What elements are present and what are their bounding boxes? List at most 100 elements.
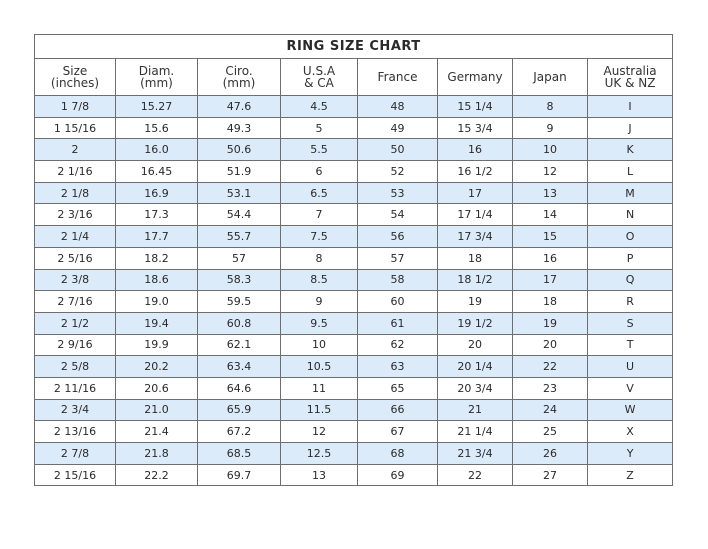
table-row: 2 16.0 50.6 5.5 50 16 10 K bbox=[34, 138, 674, 162]
cell-diameter-mm: 16.0 bbox=[115, 138, 198, 162]
cell-germany: 21 1/4 bbox=[437, 420, 513, 443]
table-row: 2 3/4 21.0 65.9 11.5 66 21 24 W bbox=[34, 398, 674, 422]
cell-usa-ca: 9.5 bbox=[280, 311, 358, 335]
cell-germany: 19 1/2 bbox=[437, 311, 513, 335]
table-row: 2 7/16 19.0 59.5 9 60 19 18 R bbox=[34, 290, 674, 313]
column-header-diameter-mm: Diam. (mm) bbox=[115, 58, 198, 96]
cell-japan: 18 bbox=[512, 290, 588, 313]
cell-size-inches: 2 1/4 bbox=[34, 225, 116, 248]
cell-usa-ca: 6 bbox=[280, 160, 358, 183]
cell-japan: 22 bbox=[512, 355, 588, 378]
cell-japan: 26 bbox=[512, 442, 588, 465]
column-header-japan: Japan bbox=[512, 58, 588, 96]
cell-circumference-mm: 59.5 bbox=[197, 290, 281, 313]
cell-germany: 20 bbox=[437, 333, 513, 357]
cell-circumference-mm: 53.1 bbox=[197, 181, 281, 205]
cell-diameter-mm: 16.45 bbox=[115, 160, 198, 183]
table-row: 1 7/8 15.27 47.6 4.5 48 15 1/4 8 I bbox=[34, 95, 674, 118]
cell-australia-uk-nz: R bbox=[586, 290, 674, 313]
cell-diameter-mm: 16.9 bbox=[115, 181, 198, 205]
cell-australia-uk-nz: P bbox=[586, 246, 674, 270]
cell-germany: 15 3/4 bbox=[437, 116, 513, 140]
cell-usa-ca: 9 bbox=[280, 290, 358, 313]
cell-france: 58 bbox=[357, 268, 438, 292]
cell-size-inches: 2 5/8 bbox=[34, 355, 116, 378]
cell-diameter-mm: 22.2 bbox=[115, 463, 198, 487]
cell-size-inches: 2 bbox=[34, 138, 116, 162]
cell-france: 66 bbox=[357, 398, 438, 422]
cell-circumference-mm: 57 bbox=[197, 246, 281, 270]
cell-france: 61 bbox=[357, 311, 438, 335]
cell-japan: 9 bbox=[512, 116, 588, 140]
cell-germany: 20 3/4 bbox=[437, 376, 513, 400]
cell-circumference-mm: 49.3 bbox=[197, 116, 281, 140]
cell-australia-uk-nz: W bbox=[586, 398, 674, 422]
cell-diameter-mm: 17.7 bbox=[115, 225, 198, 248]
cell-diameter-mm: 18.6 bbox=[115, 268, 198, 292]
table-row: 2 3/8 18.6 58.3 8.5 58 18 1/2 17 Q bbox=[34, 268, 674, 292]
cell-size-inches: 1 15/16 bbox=[34, 116, 116, 140]
cell-australia-uk-nz: J bbox=[586, 116, 674, 140]
cell-size-inches: 2 3/4 bbox=[34, 398, 116, 422]
cell-australia-uk-nz: Q bbox=[586, 268, 674, 292]
cell-australia-uk-nz: L bbox=[586, 160, 674, 183]
cell-circumference-mm: 63.4 bbox=[197, 355, 281, 378]
cell-diameter-mm: 19.0 bbox=[115, 290, 198, 313]
cell-usa-ca: 8.5 bbox=[280, 268, 358, 292]
column-header-usa-ca: U.S.A & CA bbox=[280, 58, 358, 96]
table-row: 1 15/16 15.6 49.3 5 49 15 3/4 9 J bbox=[34, 116, 674, 140]
cell-usa-ca: 12 bbox=[280, 420, 358, 443]
cell-circumference-mm: 58.3 bbox=[197, 268, 281, 292]
cell-usa-ca: 7.5 bbox=[280, 225, 358, 248]
cell-japan: 27 bbox=[512, 463, 588, 487]
cell-size-inches: 2 1/8 bbox=[34, 181, 116, 205]
cell-france: 69 bbox=[357, 463, 438, 487]
cell-diameter-mm: 19.4 bbox=[115, 311, 198, 335]
cell-germany: 17 1/4 bbox=[437, 203, 513, 227]
cell-diameter-mm: 20.6 bbox=[115, 376, 198, 400]
cell-diameter-mm: 21.4 bbox=[115, 420, 198, 443]
cell-diameter-mm: 15.6 bbox=[115, 116, 198, 140]
table-row: 2 9/16 19.9 62.1 10 62 20 20 T bbox=[34, 333, 674, 357]
cell-diameter-mm: 15.27 bbox=[115, 95, 198, 118]
table-row: 2 1/4 17.7 55.7 7.5 56 17 3/4 15 O bbox=[34, 225, 674, 248]
cell-circumference-mm: 50.6 bbox=[197, 138, 281, 162]
cell-australia-uk-nz: K bbox=[586, 138, 674, 162]
cell-japan: 19 bbox=[512, 311, 588, 335]
cell-australia-uk-nz: I bbox=[586, 95, 674, 118]
cell-france: 56 bbox=[357, 225, 438, 248]
cell-germany: 21 3/4 bbox=[437, 442, 513, 465]
cell-circumference-mm: 69.7 bbox=[197, 463, 281, 487]
cell-france: 48 bbox=[357, 95, 438, 118]
cell-france: 68 bbox=[357, 442, 438, 465]
cell-france: 54 bbox=[357, 203, 438, 227]
table-row: 2 1/2 19.4 60.8 9.5 61 19 1/2 19 S bbox=[34, 311, 674, 335]
cell-circumference-mm: 62.1 bbox=[197, 333, 281, 357]
cell-circumference-mm: 54.4 bbox=[197, 203, 281, 227]
header-row: Size (inches) Diam. (mm) Ciro. (mm) U.S.A &… bbox=[34, 58, 674, 96]
cell-circumference-mm: 64.6 bbox=[197, 376, 281, 400]
cell-japan: 13 bbox=[512, 181, 588, 205]
cell-diameter-mm: 21.0 bbox=[115, 398, 198, 422]
column-header-france: France bbox=[357, 58, 438, 96]
cell-circumference-mm: 60.8 bbox=[197, 311, 281, 335]
cell-size-inches: 2 7/8 bbox=[34, 442, 116, 465]
cell-circumference-mm: 65.9 bbox=[197, 398, 281, 422]
cell-usa-ca: 8 bbox=[280, 246, 358, 270]
cell-size-inches: 2 5/16 bbox=[34, 246, 116, 270]
table-row: 2 13/16 21.4 67.2 12 67 21 1/4 25 X bbox=[34, 420, 674, 443]
cell-circumference-mm: 67.2 bbox=[197, 420, 281, 443]
cell-japan: 15 bbox=[512, 225, 588, 248]
table-row: 2 15/16 22.2 69.7 13 69 22 27 Z bbox=[34, 463, 674, 487]
table-row: 2 1/8 16.9 53.1 6.5 53 17 13 M bbox=[34, 181, 674, 205]
cell-japan: 17 bbox=[512, 268, 588, 292]
cell-germany: 22 bbox=[437, 463, 513, 487]
cell-germany: 18 1/2 bbox=[437, 268, 513, 292]
cell-size-inches: 2 13/16 bbox=[34, 420, 116, 443]
cell-australia-uk-nz: U bbox=[586, 355, 674, 378]
cell-france: 50 bbox=[357, 138, 438, 162]
cell-japan: 14 bbox=[512, 203, 588, 227]
cell-australia-uk-nz: O bbox=[586, 225, 674, 248]
cell-size-inches: 2 11/16 bbox=[34, 376, 116, 400]
cell-germany: 18 bbox=[437, 246, 513, 270]
